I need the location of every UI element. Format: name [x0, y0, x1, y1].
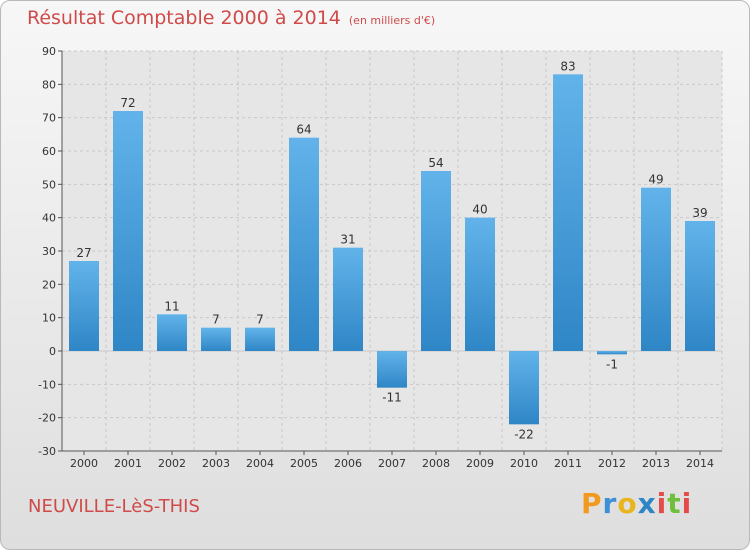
- bar: [377, 351, 407, 388]
- bar-value-label: -22: [514, 427, 534, 441]
- bar-value-label: 49: [648, 173, 663, 187]
- bar-value-label: 64: [296, 123, 311, 137]
- bar: [553, 74, 583, 351]
- x-tick-label: 2009: [466, 457, 494, 470]
- bar-value-label: 83: [560, 59, 575, 73]
- bar-value-label: 72: [120, 96, 135, 110]
- y-tick-label: 70: [42, 112, 56, 125]
- x-tick-label: 2002: [158, 457, 186, 470]
- logo-letter: o: [617, 487, 638, 520]
- chart-subtitle: (en milliers d'€): [348, 14, 436, 27]
- y-tick-label: -10: [38, 378, 56, 391]
- bar-value-label: 54: [428, 156, 443, 170]
- y-tick-label: 40: [42, 212, 56, 225]
- logo-letter: i: [681, 487, 693, 520]
- bar-value-label: -11: [382, 391, 402, 405]
- y-tick-label: 60: [42, 145, 56, 158]
- bar-value-label: 11: [164, 299, 179, 313]
- x-tick-label: 2003: [202, 457, 230, 470]
- bar: [685, 221, 715, 351]
- y-tick-label: 50: [42, 178, 56, 191]
- bar: [597, 351, 627, 355]
- commune-name: NEUVILLE-LèS-THIS: [28, 496, 200, 517]
- bar: [421, 171, 451, 351]
- bar: [69, 261, 99, 351]
- bar: [157, 314, 187, 351]
- bar: [333, 247, 363, 351]
- y-tick-label: 90: [42, 45, 56, 58]
- x-tick-label: 2001: [114, 457, 142, 470]
- x-tick-label: 2014: [686, 457, 714, 470]
- y-tick-label: 80: [42, 78, 56, 91]
- x-tick-label: 2000: [70, 457, 98, 470]
- bar-value-label: 7: [256, 313, 264, 327]
- logo-letter: P: [581, 487, 603, 520]
- y-tick-label: 10: [42, 312, 56, 325]
- bar: [289, 137, 319, 351]
- x-tick-label: 2006: [334, 457, 362, 470]
- x-tick-label: 2010: [510, 457, 538, 470]
- proxiti-logo: Proxiti: [581, 487, 692, 520]
- logo-letter: i: [656, 487, 668, 520]
- bar: [465, 217, 495, 351]
- chart-title: Résultat Comptable 2000 à 2014: [27, 7, 341, 29]
- bar-value-label: 40: [472, 203, 487, 217]
- y-tick-label: 0: [49, 345, 56, 358]
- x-tick-label: 2005: [290, 457, 318, 470]
- x-tick-label: 2011: [554, 457, 582, 470]
- chart-title-block: Résultat Comptable 2000 à 2014 (en millie…: [27, 7, 435, 29]
- y-tick-label: -30: [38, 445, 56, 458]
- logo-letter: r: [602, 487, 618, 520]
- y-tick-label: -20: [38, 412, 56, 425]
- bar: [113, 111, 143, 351]
- logo-letter: x: [637, 487, 657, 520]
- bar: [201, 327, 231, 351]
- bar: [509, 351, 539, 425]
- bar: [641, 187, 671, 351]
- bar: [245, 327, 275, 351]
- x-tick-label: 2012: [598, 457, 626, 470]
- bar-value-label: 7: [212, 313, 220, 327]
- x-tick-label: 2013: [642, 457, 670, 470]
- bar-value-label: 27: [76, 246, 91, 260]
- bar-value-label: 39: [692, 206, 707, 220]
- bar-value-label: 31: [340, 233, 355, 247]
- y-tick-label: 30: [42, 245, 56, 258]
- logo-letter: t: [667, 487, 682, 520]
- bar-value-label: -1: [606, 357, 618, 371]
- y-tick-label: 20: [42, 278, 56, 291]
- x-tick-label: 2007: [378, 457, 406, 470]
- x-tick-label: 2004: [246, 457, 274, 470]
- x-tick-label: 2008: [422, 457, 450, 470]
